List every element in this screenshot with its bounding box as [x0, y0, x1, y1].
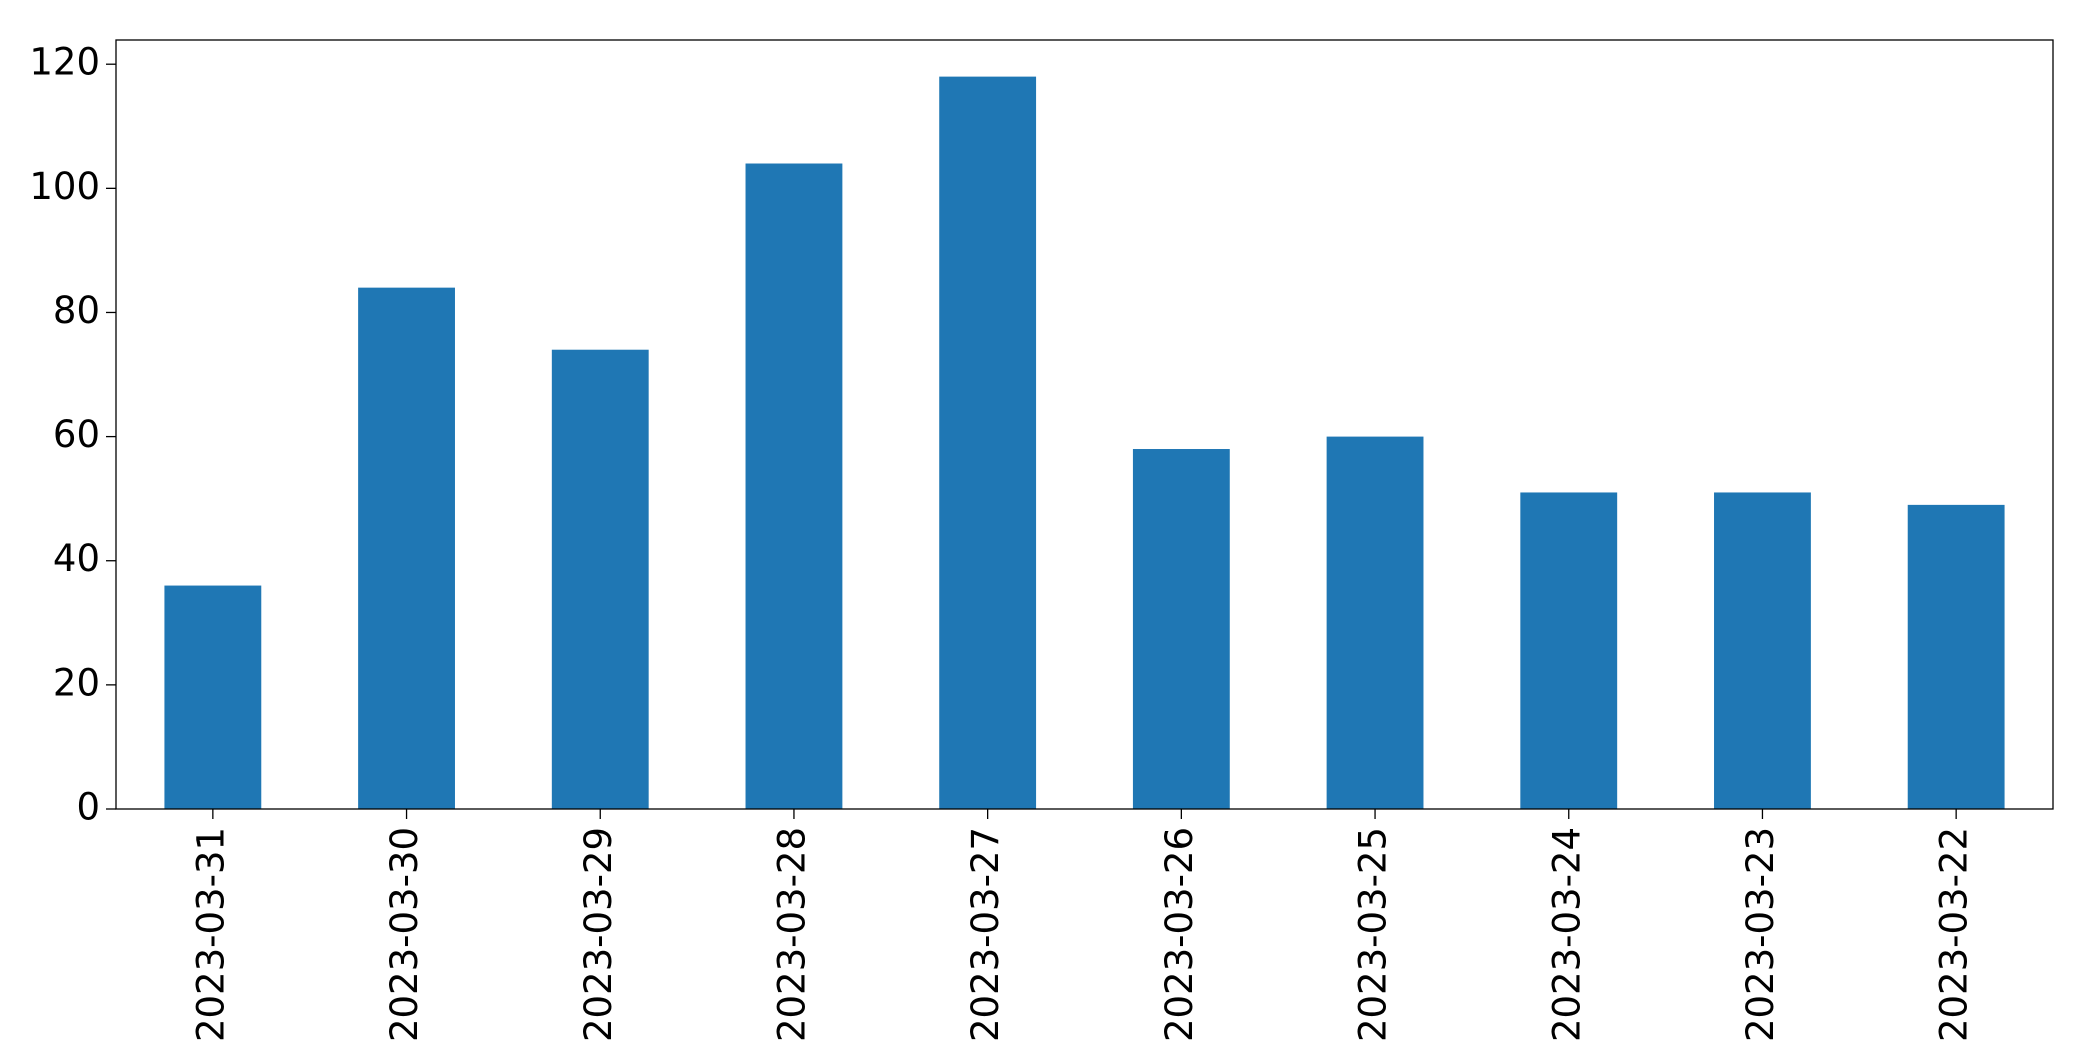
- y-tick-label: 40: [53, 537, 100, 580]
- x-tick-label: 2023-03-28: [770, 827, 813, 1042]
- x-tick-label: 2023-03-29: [577, 827, 620, 1042]
- bar: [1714, 492, 1811, 809]
- bar: [358, 287, 455, 810]
- bar: [551, 349, 649, 809]
- y-tick-label: 120: [29, 41, 100, 84]
- y-tick-label: 60: [53, 413, 100, 456]
- x-tick-label: 2023-03-26: [1158, 827, 1201, 1042]
- bar: [939, 76, 1037, 810]
- x-tick-label: 2023-03-24: [1545, 827, 1588, 1042]
- x-tick-label: 2023-03-25: [1352, 827, 1395, 1042]
- bar: [1326, 436, 1424, 809]
- bar: [745, 163, 843, 809]
- x-tick-label: 2023-03-23: [1739, 827, 1782, 1042]
- x-tick-label: 2023-03-30: [383, 827, 426, 1042]
- bar: [1520, 492, 1618, 809]
- y-tick-label: 0: [76, 786, 100, 829]
- y-tick-label: 20: [53, 661, 100, 704]
- x-tick-label: 2023-03-27: [964, 827, 1007, 1042]
- y-tick-label: 80: [53, 289, 100, 332]
- axes-frame: [115, 39, 2054, 810]
- bar: [1907, 504, 2005, 809]
- x-tick-label: 2023-03-22: [1933, 827, 1976, 1042]
- bar: [1132, 449, 1230, 809]
- bar: [164, 585, 262, 809]
- y-tick-label: 100: [29, 165, 100, 208]
- x-tick-label: 2023-03-31: [189, 827, 232, 1042]
